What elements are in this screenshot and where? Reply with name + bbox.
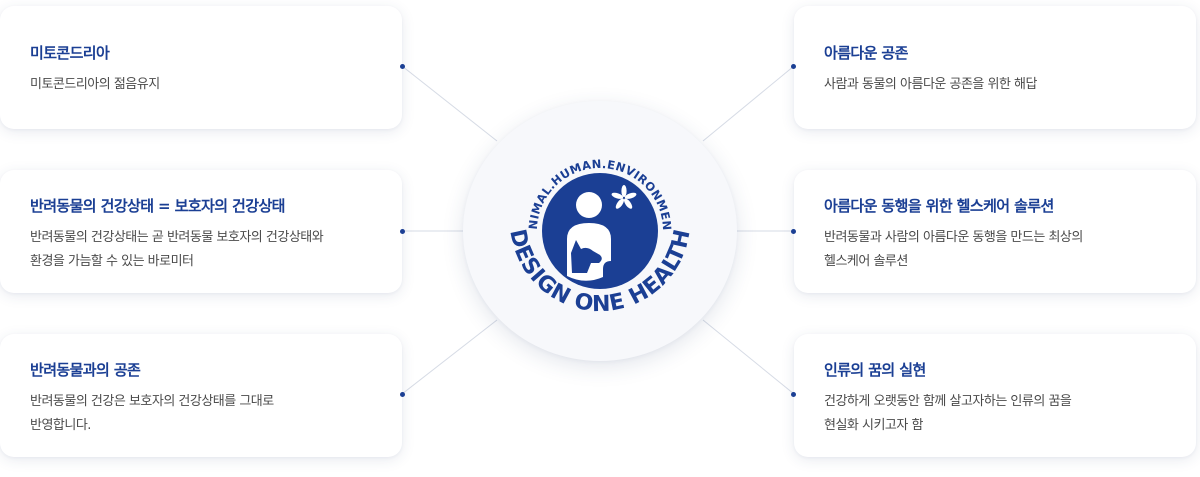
card-mitochondria: 미토콘드리아 미토콘드리아의 젊음유지 [0, 6, 402, 129]
design-one-health-logo: ANIMAL.HUMAN.ENVIRONMENT DESIGN ONE HEAL… [463, 101, 737, 361]
card-title: 인류의 꿈의 실현 [824, 361, 926, 379]
human-pet-icon [567, 185, 637, 281]
connector-dot [791, 392, 796, 397]
card-title: 미토콘드리아 [30, 44, 110, 62]
card-coexistence-with-pets: 반려동물과의 공존 반려동물의 건강은 보호자의 건강상태를 그대로 반영합니다… [0, 334, 402, 457]
card-healthcare-solution: 아름다운 동행을 위한 헬스케어 솔루션 반려동물과 사람의 아름다운 동행을 … [794, 170, 1196, 293]
connector-dot [400, 392, 405, 397]
card-human-dream: 인류의 꿈의 실현 건강하게 오랫동안 함께 살고자하는 인류의 꿈을 현실화 … [794, 334, 1196, 457]
card-beautiful-coexistence: 아름다운 공존 사람과 동물의 아름다운 공존을 위한 해답 [794, 6, 1196, 129]
card-title: 아름다운 공존 [824, 44, 908, 62]
card-description: 미토콘드리아의 젊음유지 [30, 77, 160, 92]
card-description: 반려동물의 건강은 보호자의 건강상태를 그대로 반영합니다. [30, 394, 274, 433]
connector-dot [791, 64, 796, 69]
card-title: 반려동물과의 공존 [30, 361, 141, 379]
connector-dot [400, 64, 405, 69]
card-companion-health: 반려동물의 건강상태 = 보호자의 건강상태 반려동물의 건강상태는 곧 반려동… [0, 170, 402, 293]
card-title: 반려동물의 건강상태 = 보호자의 건강상태 [30, 197, 285, 215]
connector-dot [791, 229, 796, 234]
card-description: 건강하게 오랫동안 함께 살고자하는 인류의 꿈을 현실화 시키고자 함 [824, 394, 1072, 433]
card-description: 반려동물의 건강상태는 곧 반려동물 보호자의 건강상태와 환경을 가늠할 수 … [30, 230, 324, 269]
card-description: 반려동물과 사람의 아름다운 동행을 만드는 최상의 헬스케어 솔루션 [824, 230, 1083, 269]
connector-dot [400, 229, 405, 234]
logo-emblem: ANIMAL.HUMAN.ENVIRONMENT DESIGN ONE HEAL… [463, 101, 695, 317]
card-title: 아름다운 동행을 위한 헬스케어 솔루션 [824, 197, 1054, 215]
card-description: 사람과 동물의 아름다운 공존을 위한 해답 [824, 77, 1037, 92]
